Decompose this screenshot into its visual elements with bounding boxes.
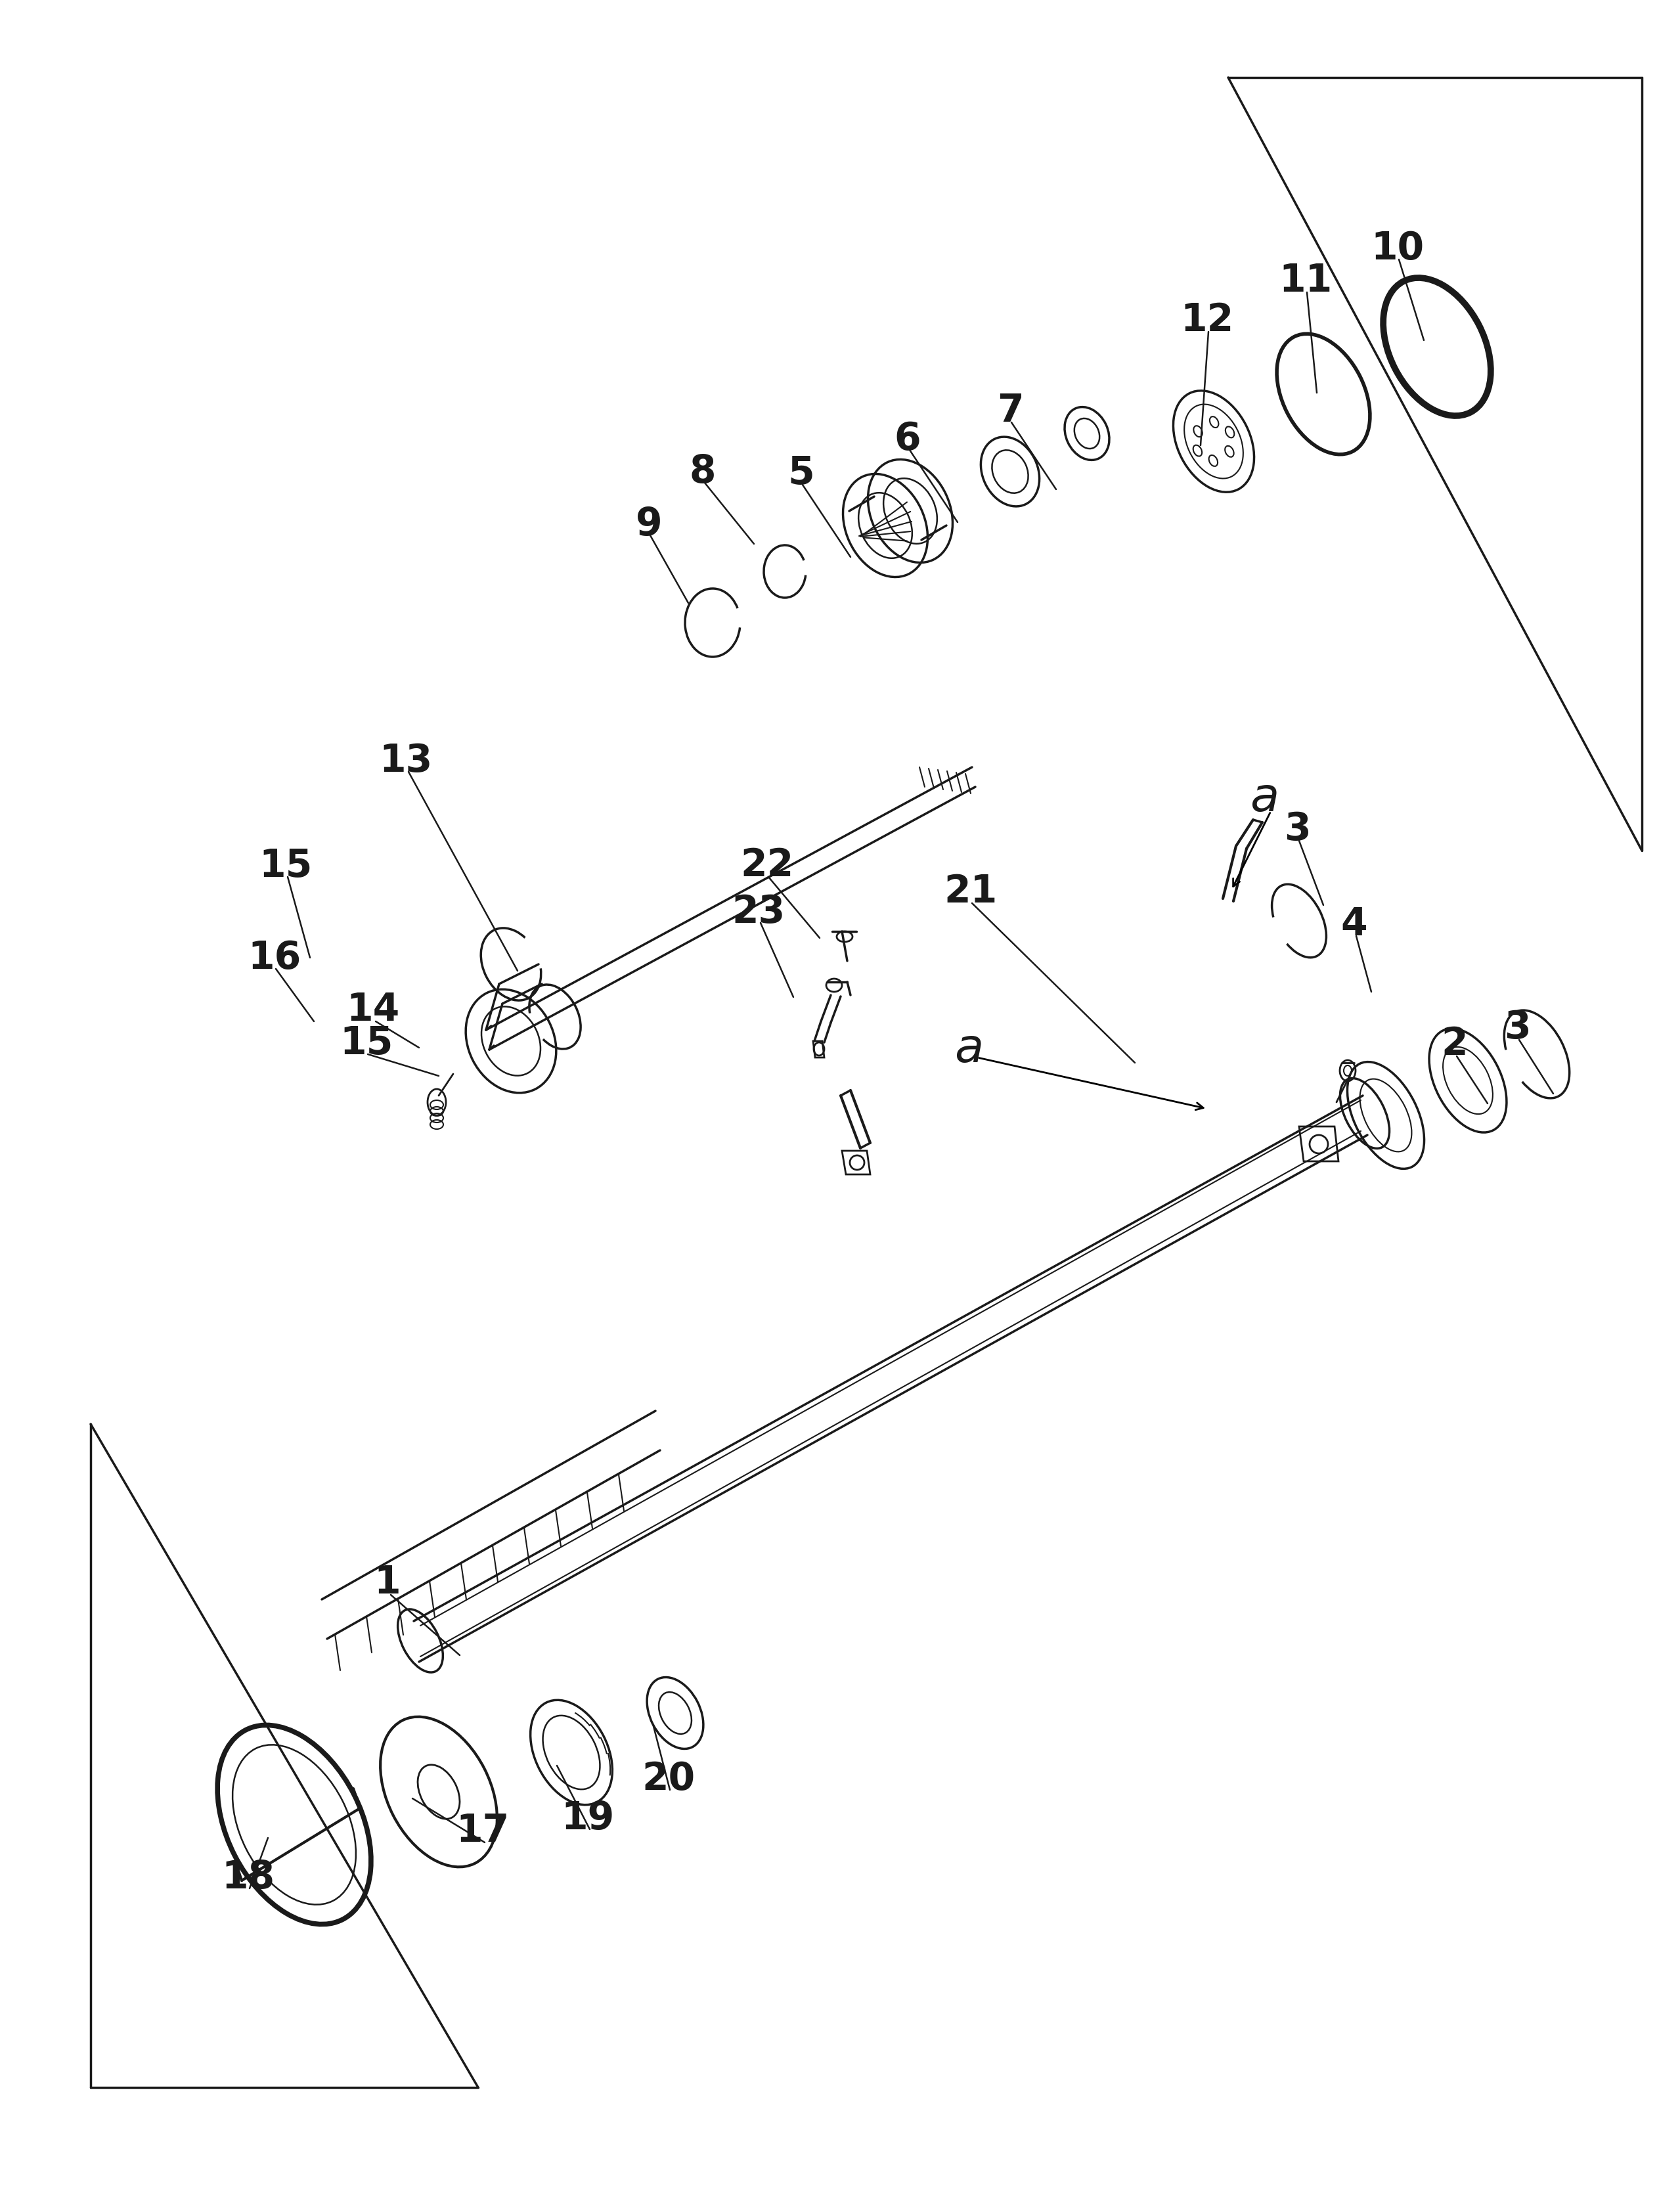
- Text: 4: 4: [1341, 906, 1368, 944]
- Text: 5: 5: [788, 454, 815, 492]
- Text: 21: 21: [944, 873, 998, 911]
- Polygon shape: [813, 1041, 825, 1058]
- Text: 10: 10: [1371, 229, 1425, 267]
- Text: 3: 3: [1284, 809, 1310, 847]
- Polygon shape: [1299, 1127, 1339, 1162]
- Text: a: a: [954, 1028, 983, 1072]
- Text: 6: 6: [894, 419, 921, 456]
- Text: 3: 3: [1504, 1010, 1530, 1047]
- Text: 12: 12: [1181, 302, 1233, 340]
- Text: 16: 16: [249, 939, 301, 977]
- Text: 13: 13: [380, 741, 432, 778]
- Text: 22: 22: [741, 847, 793, 884]
- Polygon shape: [842, 1151, 870, 1175]
- Text: 9: 9: [635, 505, 662, 542]
- Text: 17: 17: [455, 1813, 509, 1850]
- Text: 23: 23: [732, 893, 785, 931]
- Text: 7: 7: [996, 392, 1023, 430]
- Text: a: a: [1250, 776, 1278, 820]
- Text: 15: 15: [259, 847, 312, 884]
- Text: 19: 19: [561, 1799, 615, 1837]
- Text: 8: 8: [689, 452, 716, 490]
- Text: 15: 15: [339, 1025, 393, 1063]
- Text: 20: 20: [642, 1760, 696, 1797]
- Text: 18: 18: [222, 1859, 276, 1896]
- Text: 2: 2: [1441, 1025, 1468, 1063]
- Text: 14: 14: [346, 992, 400, 1030]
- Text: 1: 1: [375, 1563, 402, 1601]
- Text: 11: 11: [1278, 262, 1332, 300]
